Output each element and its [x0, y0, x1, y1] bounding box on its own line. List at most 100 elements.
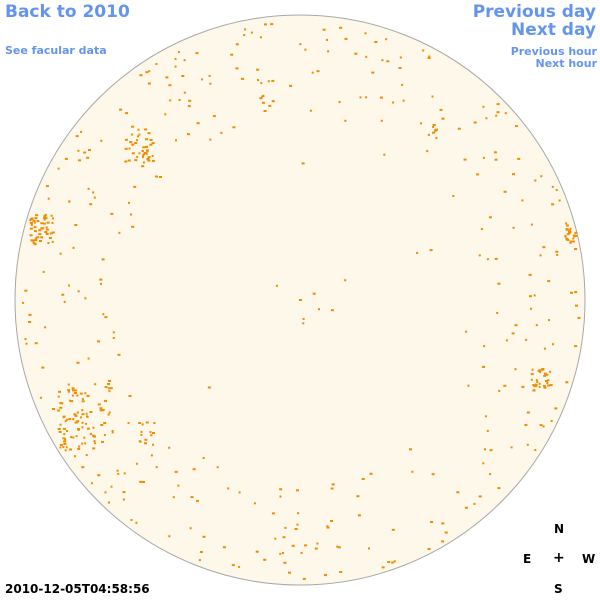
facula-speck — [30, 239, 33, 242]
facula-speck — [543, 374, 547, 377]
facula-speck — [119, 108, 123, 111]
facula-speck — [46, 221, 50, 224]
facula-speck — [135, 462, 138, 465]
facula-speck — [75, 435, 78, 438]
facula-speck — [383, 153, 386, 156]
facula-speck — [159, 176, 162, 178]
facula-speck — [556, 253, 559, 256]
facula-speck — [547, 280, 551, 283]
facula-speck — [86, 394, 90, 397]
facula-speck — [146, 158, 150, 160]
back-to-year-link[interactable]: Back to 2010 — [5, 2, 130, 22]
facula-speck — [326, 525, 329, 528]
facula-speck — [189, 527, 192, 530]
facula-speck — [526, 411, 530, 414]
facula-speck — [489, 473, 492, 476]
facula-speck — [473, 121, 477, 124]
facula-speck — [142, 161, 145, 164]
facula-speck — [33, 221, 36, 224]
facula-speck — [35, 214, 39, 217]
see-facular-data-link[interactable]: See facular data — [5, 44, 107, 57]
facula-speck — [129, 141, 133, 143]
facula-speck — [104, 386, 108, 389]
facula-speck — [359, 96, 362, 99]
facula-speck — [87, 187, 90, 190]
previous-hour-link[interactable]: Previous hour — [510, 45, 597, 58]
facula-speck — [429, 249, 433, 252]
facula-speck — [485, 117, 488, 120]
facula-speck — [45, 228, 49, 231]
facula-speck — [77, 429, 80, 431]
compass-south-label: S — [554, 582, 563, 596]
next-hour-link[interactable]: Next hour — [535, 57, 598, 70]
facula-speck — [62, 416, 65, 419]
facula-speck — [144, 128, 148, 131]
facula-speck — [41, 366, 45, 369]
facula-speck — [72, 246, 75, 249]
facula-speck — [304, 544, 308, 547]
facula-speck — [318, 308, 320, 311]
facula-speck — [480, 228, 483, 230]
facula-speck — [261, 95, 264, 98]
facula-speck — [554, 407, 558, 410]
facula-speck — [409, 448, 412, 451]
facula-speck — [539, 254, 542, 257]
facula-speck — [74, 224, 78, 226]
facula-speck — [201, 78, 203, 81]
facula-speck — [267, 80, 270, 83]
facula-speck — [43, 218, 46, 221]
facula-speck — [47, 242, 50, 244]
facula-speck — [535, 384, 538, 387]
facula-speck — [61, 293, 65, 296]
facula-speck — [541, 368, 545, 370]
facula-speck — [488, 216, 492, 219]
facula-speck — [22, 301, 25, 304]
compass-north-label: N — [554, 522, 565, 536]
facula-speck — [531, 368, 534, 371]
facula-speck — [494, 257, 498, 260]
facula-speck — [93, 196, 96, 199]
facula-speck — [183, 59, 186, 62]
facula-speck — [84, 442, 87, 445]
facula-speck — [550, 420, 553, 422]
next-day-link[interactable]: Next day — [511, 20, 596, 40]
facula-speck — [32, 241, 35, 244]
facula-speck — [92, 447, 96, 450]
facula-speck — [151, 142, 155, 145]
facula-speck — [364, 32, 367, 35]
facula-speck — [33, 226, 37, 229]
facula-speck — [34, 217, 38, 220]
facula-speck — [47, 197, 50, 200]
facula-speck — [489, 449, 493, 452]
facula-speck — [150, 454, 153, 457]
facula-speck — [42, 222, 46, 225]
facula-speck — [49, 232, 53, 235]
facula-speck — [165, 76, 169, 79]
facula-speck — [38, 229, 42, 232]
facula-speck — [528, 273, 532, 276]
facula-speck — [99, 409, 102, 412]
facula-speck — [365, 96, 368, 99]
facula-speck — [422, 49, 425, 52]
facula-speck — [57, 409, 61, 412]
facula-speck — [271, 100, 275, 103]
facula-speck — [134, 159, 138, 162]
facula-speck — [139, 74, 143, 77]
facula-speck — [135, 521, 138, 524]
facula-speck — [575, 235, 578, 237]
facula-speck — [128, 395, 132, 397]
facula-speck — [558, 199, 561, 202]
facula-speck — [137, 128, 140, 131]
facula-speck — [145, 421, 149, 424]
facula-speck — [34, 342, 38, 345]
facula-speck — [368, 547, 370, 550]
facula-speck — [504, 112, 507, 115]
facula-speck — [427, 133, 430, 136]
facula-speck — [100, 139, 103, 142]
facula-speck — [58, 430, 62, 433]
facula-speck — [81, 421, 84, 424]
facula-speck — [42, 227, 45, 230]
previous-day-link[interactable]: Previous day — [472, 2, 596, 22]
facula-speck — [86, 156, 90, 159]
